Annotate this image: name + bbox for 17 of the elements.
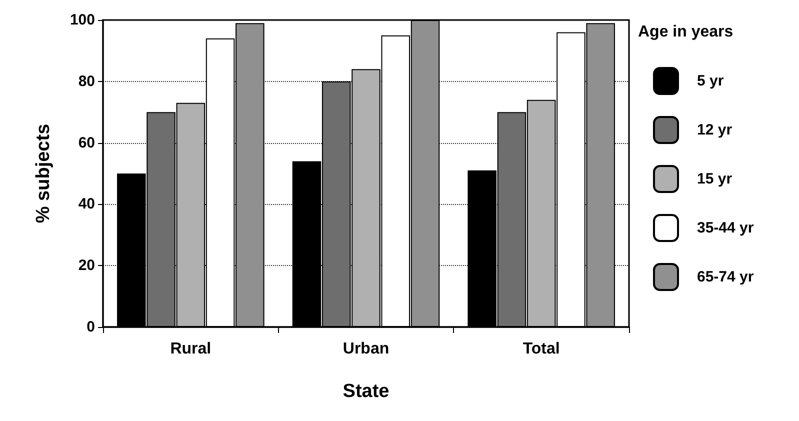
y-tick-label: 40 bbox=[78, 196, 95, 213]
legend-label: 65-74 yr bbox=[697, 268, 754, 286]
legend-title: Age in years bbox=[638, 24, 734, 40]
y-tick-label: 20 bbox=[78, 257, 95, 274]
y-tick-label: 0 bbox=[86, 318, 95, 336]
y-axis-title: % subjects bbox=[33, 124, 54, 224]
legend-label: 5 yr bbox=[697, 72, 724, 90]
legend-label: 12 yr bbox=[697, 122, 732, 138]
x-tick-label: Urban bbox=[342, 340, 390, 358]
y-tick-label: 80 bbox=[78, 72, 95, 90]
x-tick-label: Total bbox=[522, 340, 560, 358]
legend-label: 35-44 yr bbox=[697, 220, 754, 236]
x-tick-label: Rural bbox=[170, 340, 212, 358]
y-tick-label: 60 bbox=[78, 134, 95, 152]
y-tick-label: 100 bbox=[70, 12, 95, 28]
x-axis-title: State bbox=[342, 381, 390, 402]
legend-label: 15 yr bbox=[697, 170, 732, 188]
